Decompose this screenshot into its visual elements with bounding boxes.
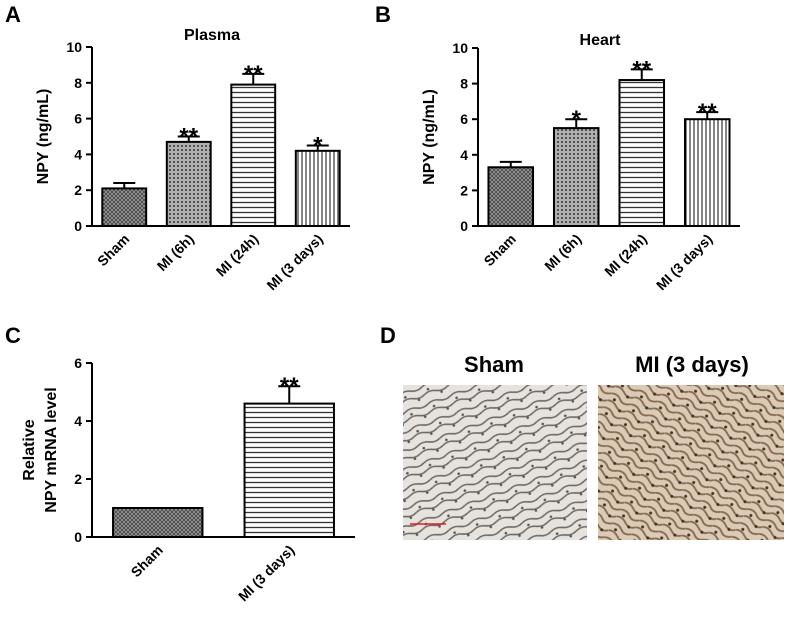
significance: **: [280, 373, 299, 400]
y-tick-label: 6: [460, 111, 468, 127]
y-axis-label: Relative: [21, 419, 38, 480]
y-tick-label: 2: [74, 471, 82, 487]
y-axis-label: NPY (ng/mL): [421, 89, 438, 185]
panel-letter: C: [5, 323, 21, 348]
bar: [552, 127, 600, 228]
panel-letter: B: [375, 2, 391, 27]
bar: [165, 140, 212, 227]
panel-letter: A: [5, 2, 21, 27]
x-tick-label: MI (6h): [541, 231, 584, 274]
micrograph: [598, 385, 784, 540]
bar: [243, 402, 335, 538]
chart-title: Plasma: [184, 27, 240, 44]
x-tick-label: MI (3 days): [653, 231, 715, 293]
micrograph: [403, 385, 587, 540]
x-tick-label: MI (24h): [601, 231, 650, 280]
y-tick-label: 4: [74, 146, 82, 162]
y-tick-label: 0: [460, 218, 468, 234]
significance: **: [632, 56, 651, 83]
y-tick-label: 4: [460, 147, 468, 163]
bar: [294, 149, 341, 228]
y-tick-label: 0: [74, 529, 82, 545]
bar: [683, 118, 731, 227]
y-tick-label: 4: [74, 413, 82, 429]
y-tick-label: 10: [66, 39, 82, 55]
x-tick-label: MI (24h): [213, 231, 262, 280]
image-label: MI (3 days): [635, 352, 749, 377]
significance: *: [572, 106, 582, 133]
y-tick-label: 6: [74, 111, 82, 127]
bar: [230, 83, 277, 227]
x-tick-label: MI (3 days): [235, 542, 297, 604]
x-tick-label: Sham: [481, 231, 519, 269]
panel-letter: D: [380, 323, 396, 348]
y-axis-label: NPY (ng/mL): [35, 89, 52, 185]
chart-title: Heart: [580, 32, 622, 49]
image-label: Sham: [464, 352, 524, 377]
significance: **: [244, 61, 263, 88]
x-tick-label: MI (6h): [154, 231, 197, 274]
y-tick-label: 6: [74, 355, 82, 371]
y-tick-label: 10: [452, 40, 468, 56]
significance: **: [698, 99, 717, 126]
bar: [487, 166, 535, 227]
bar: [618, 79, 666, 228]
panel-d: D Sham MI (3 days): [380, 323, 784, 540]
x-tick-label: MI (3 days): [263, 231, 325, 293]
bar: [112, 507, 204, 538]
y-tick-label: 2: [460, 182, 468, 198]
significance: *: [313, 132, 323, 159]
x-tick-label: Sham: [94, 231, 132, 269]
y-tick-label: 8: [460, 76, 468, 92]
x-tick-label: Sham: [128, 542, 166, 580]
bar: [101, 187, 148, 228]
y-tick-label: 0: [74, 218, 82, 234]
y-tick-label: 8: [74, 75, 82, 91]
y-axis-label: NPY mRNA level: [43, 387, 60, 512]
y-tick-label: 2: [74, 182, 82, 198]
significance: **: [179, 124, 198, 151]
